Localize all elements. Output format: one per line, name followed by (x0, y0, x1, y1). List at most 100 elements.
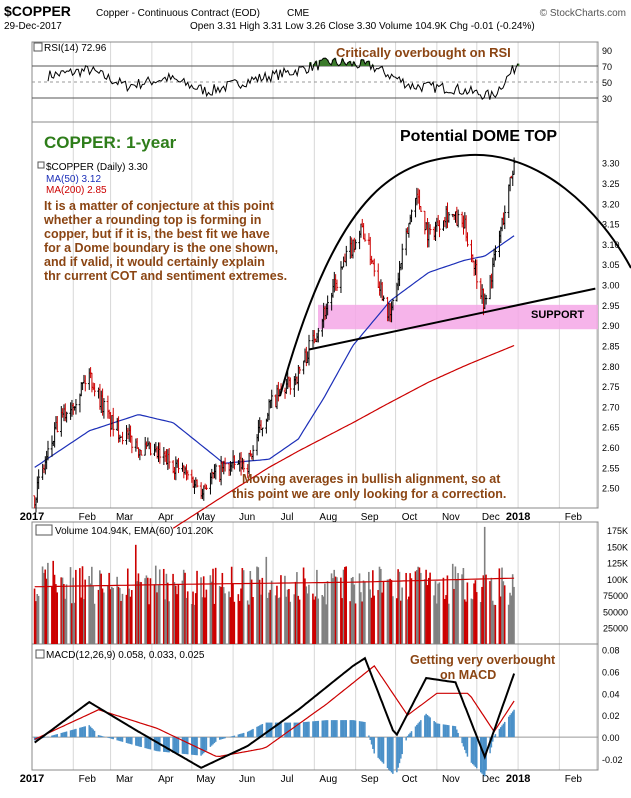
macd-histogram-bar (493, 736, 495, 737)
volume-bar (383, 581, 385, 644)
support-label: SUPPORT (531, 309, 584, 321)
macd-histogram-bar (481, 737, 483, 774)
macd-histogram-bar (242, 733, 244, 737)
macd-histogram-bar (429, 717, 431, 737)
macd-histogram-bar (175, 737, 177, 753)
macd-histogram-bar (202, 737, 204, 754)
macd-histogram-bar (127, 737, 129, 743)
macd-histogram-bar (204, 737, 206, 752)
macd-histogram-bar (383, 737, 385, 764)
price-x-tick: Sep (361, 512, 379, 523)
macd-histogram-bar (118, 737, 120, 741)
volume-bar (373, 596, 375, 644)
macd-histogram-bar (471, 737, 473, 763)
price-y-tick: 2.95 (602, 301, 620, 311)
macd-x-tick: 2017 (20, 773, 44, 785)
volume-bar (317, 599, 319, 644)
volume-bar (66, 584, 68, 644)
macd-histogram-bar (359, 721, 361, 737)
macd-histogram-bar (455, 726, 457, 737)
ma200-legend: MA(200) 2.85 (46, 185, 107, 196)
macd-histogram-bar (210, 737, 212, 747)
macd-histogram-bar (135, 737, 137, 745)
price-legend: $COPPER (Daily) 3.30 (46, 162, 148, 173)
macd-histogram-bar (373, 737, 375, 753)
volume-bar (196, 571, 198, 644)
macd-histogram-bar (340, 720, 342, 737)
volume-bar (84, 580, 86, 644)
price-x-tick: Feb (79, 512, 97, 523)
macd-histogram-bar (184, 737, 186, 754)
macd-histogram-bar (240, 734, 242, 737)
macd-histogram-bar (396, 737, 398, 772)
macd-histogram-bar (186, 737, 188, 754)
volume-y-tick: 100K (607, 575, 628, 585)
macd-histogram-bar (443, 724, 445, 737)
para-line-6: thr current COT and sentiment extremes. (44, 269, 287, 283)
macd-histogram-bar (252, 729, 254, 737)
price-y-tick: 2.50 (602, 484, 620, 494)
volume-bar (504, 585, 506, 644)
macd-histogram-bar (322, 721, 324, 738)
macd-x-tick: May (196, 774, 215, 785)
macd-histogram-bar (108, 737, 110, 738)
macd-histogram-bar (332, 720, 334, 737)
macd-histogram-bar (54, 735, 56, 737)
macd-histogram-bar (437, 724, 439, 738)
macd-histogram-bar (267, 723, 269, 738)
price-x-tick: Mar (116, 512, 134, 523)
volume-bar (299, 600, 301, 644)
macd-histogram-bar (503, 724, 505, 737)
stockcharts-watermark: © StockCharts.com (540, 8, 626, 19)
volume-bar (485, 575, 487, 644)
volume-bar (336, 577, 338, 644)
macd-histogram-bar (326, 720, 328, 737)
macd-histogram-bar (456, 730, 458, 738)
macd-histogram-bar (288, 723, 290, 738)
macd-histogram-bar (259, 725, 261, 737)
macd-histogram-bar (163, 737, 165, 752)
macd-histogram-bar (344, 720, 346, 737)
macd-histogram-bar (211, 737, 213, 745)
volume-bar (261, 578, 263, 644)
volume-y-tick: 50000 (603, 607, 628, 617)
volume-bar (457, 573, 459, 644)
macd-histogram-bar (388, 737, 390, 769)
volume-bar (224, 593, 226, 644)
macd-histogram-bar (452, 726, 454, 737)
macd-histogram-bar (80, 727, 82, 737)
macd-histogram-bar (369, 737, 371, 740)
macd-histogram-bar (495, 734, 497, 737)
price-x-tick: 2017 (20, 511, 44, 523)
macd-histogram-bar (427, 715, 429, 737)
volume-bar (429, 573, 431, 644)
price-y-tick: 2.80 (602, 362, 620, 372)
price-y-tick: 3.20 (602, 199, 620, 209)
macd-histogram-bar (247, 732, 249, 737)
macd-histogram-bar (224, 737, 226, 738)
price-y-tick: 2.75 (602, 382, 620, 392)
macd-x-tick: Mar (116, 774, 134, 785)
volume-bar (513, 587, 515, 644)
macd-histogram-bar (239, 734, 241, 737)
price-y-tick: 3.25 (602, 179, 620, 189)
volume-bar (476, 592, 478, 644)
commentary-paragraph: It is a matter of conjecture at this poi… (43, 199, 287, 283)
macd-histogram-bar (379, 737, 381, 759)
volume-y-tick: 125K (607, 559, 628, 569)
macd-histogram-bar (364, 722, 366, 737)
macd-histogram-bar (53, 735, 55, 737)
macd-x-tick: Oct (402, 774, 418, 785)
rsi-y-tick: 90 (602, 46, 612, 56)
macd-histogram-bar (146, 737, 148, 748)
macd-histogram-bar (392, 737, 394, 774)
macd-histogram-bar (287, 723, 289, 738)
macd-histogram-bar (284, 723, 286, 738)
volume-bar (289, 602, 291, 644)
macd-histogram-bar (126, 737, 128, 743)
macd-histogram-bar (407, 736, 409, 737)
price-x-tick: May (196, 512, 215, 523)
ma-note-line-2: this point we are only looking for a cor… (232, 487, 506, 501)
volume-bar (345, 566, 347, 644)
volume-bar (420, 573, 422, 644)
